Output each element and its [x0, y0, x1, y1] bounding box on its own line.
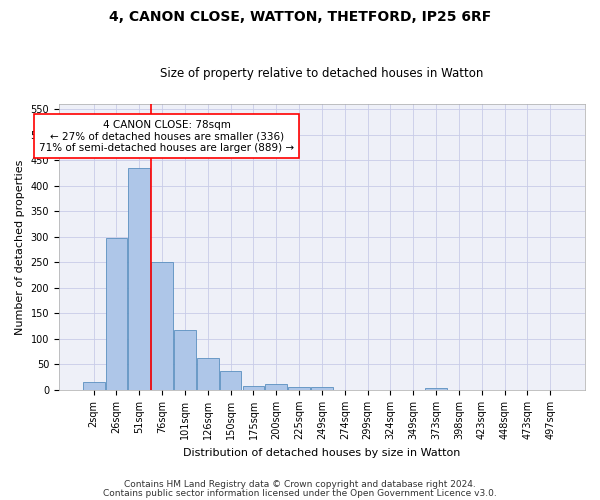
- Y-axis label: Number of detached properties: Number of detached properties: [15, 160, 25, 335]
- Text: Contains HM Land Registry data © Crown copyright and database right 2024.: Contains HM Land Registry data © Crown c…: [124, 480, 476, 489]
- Text: 4, CANON CLOSE, WATTON, THETFORD, IP25 6RF: 4, CANON CLOSE, WATTON, THETFORD, IP25 6…: [109, 10, 491, 24]
- Bar: [265, 384, 287, 390]
- Title: Size of property relative to detached houses in Watton: Size of property relative to detached ho…: [160, 66, 484, 80]
- Bar: [220, 371, 241, 390]
- Bar: [288, 387, 310, 390]
- Bar: [151, 262, 173, 390]
- Text: 4 CANON CLOSE: 78sqm
← 27% of detached houses are smaller (336)
71% of semi-deta: 4 CANON CLOSE: 78sqm ← 27% of detached h…: [39, 120, 294, 153]
- Bar: [106, 238, 127, 390]
- Text: Contains public sector information licensed under the Open Government Licence v3: Contains public sector information licen…: [103, 489, 497, 498]
- Bar: [174, 330, 196, 390]
- Bar: [242, 386, 265, 390]
- X-axis label: Distribution of detached houses by size in Watton: Distribution of detached houses by size …: [183, 448, 461, 458]
- Bar: [311, 388, 333, 390]
- Bar: [128, 168, 150, 390]
- Bar: [197, 358, 218, 390]
- Bar: [425, 388, 447, 390]
- Bar: [83, 382, 104, 390]
